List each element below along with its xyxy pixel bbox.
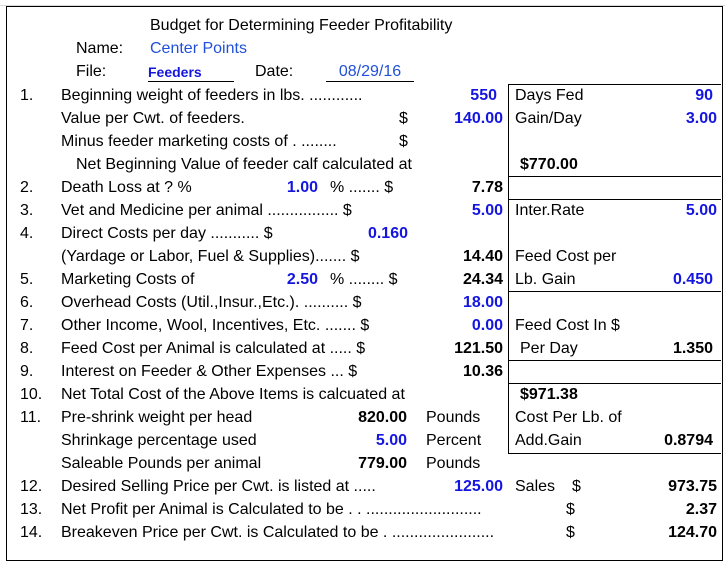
side-panel-top-border [508,84,721,85]
net-profit-value: 2.37 [685,501,717,518]
value-per-cwt-dollar: $ [399,110,408,127]
saleable-pounds-value: 779.00 [358,455,407,472]
row-13-number: 13. [20,501,43,518]
death-loss-input[interactable]: 1.00 [286,179,318,196]
death-loss-suffix: % ....... $ [330,179,394,196]
row-3-number: 3. [20,202,34,219]
side-divider-2 [508,199,721,200]
selling-price-label: Desired Selling Price per Cwt. is listed… [61,478,376,495]
page-title: Budget for Determining Feeder Profitabil… [150,17,453,34]
value-per-cwt-label: Value per Cwt. of feeders. [61,110,245,127]
feed-cost-day-label-1: Feed Cost In $ [515,317,620,334]
side-divider-3 [508,291,721,292]
cost-per-lb-label-2: Add.Gain [515,432,582,449]
saleable-pounds-unit: Pounds [426,455,481,472]
other-income-label: Other Income, Wool, Incentives, Etc. ...… [61,317,370,334]
date-field[interactable]: 08/29/16 [326,62,414,82]
budget-frame [6,6,723,561]
row-14-number: 14. [20,524,43,541]
feed-cost-lb-label-2: Lb. Gain [515,271,576,288]
feed-cost-animal-label: Feed Cost per Animal is calculated at ..… [61,340,366,357]
row-7-number: 7. [20,317,34,334]
pre-shrink-unit: Pounds [426,409,481,426]
death-loss-label: Death Loss at ? % [61,179,192,196]
vet-medicine-label: Vet and Medicine per animal ............… [61,202,352,219]
direct-costs-input[interactable]: 0.160 [367,225,408,242]
side-divider-4 [508,360,721,361]
side-divider-5 [508,383,721,384]
sheet-grid-top [0,0,725,6]
shrinkage-label: Shrinkage percentage used [61,432,257,449]
net-profit-label: Net Profit per Animal is Calculated to b… [61,501,482,518]
name-label: Name: [76,40,124,57]
date-label: Date: [255,63,294,80]
yardage-label: (Yardage or Labor, Fuel & Supplies).....… [61,248,360,265]
feed-cost-animal-value: 121.50 [454,340,503,357]
beginning-weight-input[interactable]: 550 [470,87,497,104]
row-1-number: 1. [20,87,34,104]
sales-value: 973.75 [668,478,717,495]
shrinkage-unit: Percent [426,432,482,449]
row-5-number: 5. [20,271,34,288]
marketing-costs-label: Marketing Costs of [61,271,195,288]
feed-cost-lb-label-1: Feed Cost per [515,248,617,265]
row-4-number: 4. [20,225,34,242]
selling-price-input[interactable]: 125.00 [454,478,503,495]
shrinkage-input[interactable]: 5.00 [375,432,407,449]
pre-shrink-label: Pre-shrink weight per head [61,409,253,426]
days-fed-label: Days Fed [515,87,584,104]
overhead-costs-input[interactable]: 18.00 [462,294,503,311]
row-12-number: 12. [20,478,43,495]
interest-value: 10.36 [462,363,503,380]
sales-label: Sales [515,478,556,495]
row-11-number: 11. [20,409,42,426]
saleable-pounds-label: Saleable Pounds per animal [61,455,262,472]
beginning-weight-label: Beginning weight of feeders in lbs. ....… [61,87,363,104]
direct-costs-label: Direct Costs per day ........... $ [61,225,273,242]
breakeven-price-value: 124.70 [668,524,717,541]
row-9-number: 9. [20,363,34,380]
feed-cost-lb-input[interactable]: 0.450 [672,271,713,288]
marketing-costs-suffix: % ........ $ [330,271,398,288]
sales-dollar: $ [572,478,581,495]
breakeven-price-label: Breakeven Price per Cwt. is Calculated t… [61,524,495,541]
breakeven-price-dollar: $ [566,524,575,541]
cost-per-lb-value: 0.8794 [664,432,713,449]
name-field[interactable]: Center Points [150,40,247,57]
death-loss-value: 7.78 [471,179,503,196]
vet-medicine-input[interactable]: 5.00 [471,202,503,219]
side-divider-1 [508,176,721,177]
cost-per-lb-label-1: Cost Per Lb. of [515,409,622,426]
side-panel-bottom-border [508,453,721,454]
yardage-value: 14.40 [462,248,503,265]
marketing-costs-minus-label: Minus feeder marketing costs of . ......… [61,133,337,150]
marketing-costs-value: 24.34 [462,271,503,288]
interest-label: Interest on Feeder & Other Expenses ... … [61,363,358,380]
net-beginning-value-label: Net Beginning Value of feeder calf calcu… [76,156,412,173]
pre-shrink-value: 820.00 [358,409,407,426]
days-fed-input[interactable]: 90 [695,87,713,104]
side-panel-left-border [508,84,509,454]
net-total-cost-label: Net Total Cost of the Above Items is cal… [61,386,405,403]
file-field[interactable]: Feeders [148,63,234,82]
feed-cost-day-value: 1.350 [672,340,713,357]
net-total-cost-value: $971.38 [520,386,578,403]
interest-rate-label: Inter.Rate [515,202,585,219]
row-2-number: 2. [20,179,34,196]
row-10-number: 10. [20,386,43,403]
other-income-input[interactable]: 0.00 [471,317,503,334]
overhead-costs-label: Overhead Costs (Util.,Insur.,Etc.). ....… [61,294,362,311]
feed-cost-day-label-2: Per Day [520,340,578,357]
row-8-number: 8. [20,340,34,357]
net-profit-dollar: $ [566,501,575,518]
file-label: File: [76,63,107,80]
net-beginning-value: $770.00 [520,156,578,173]
interest-rate-input[interactable]: 5.00 [685,202,717,219]
marketing-costs-input[interactable]: 2.50 [286,271,318,288]
gain-day-label: Gain/Day [515,110,582,127]
marketing-costs-minus-dollar: $ [399,133,408,150]
value-per-cwt-input[interactable]: 140.00 [454,110,503,127]
gain-day-input[interactable]: 3.00 [685,110,717,127]
row-6-number: 6. [20,294,34,311]
